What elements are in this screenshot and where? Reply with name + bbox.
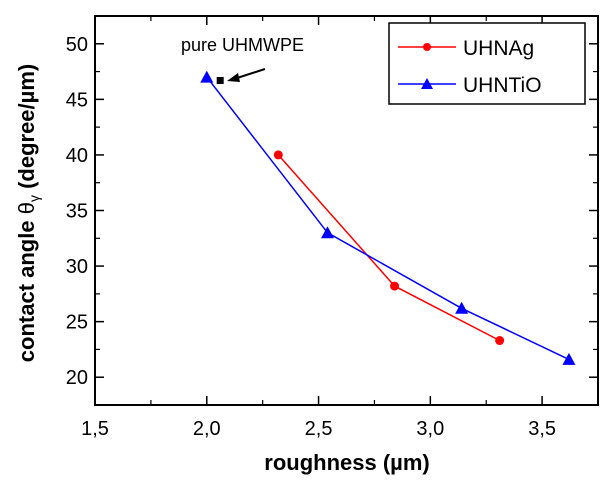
y-tick-label: 30 [66,256,88,278]
x-axis-label: roughness (µm) [264,450,429,475]
legend-box [388,22,586,105]
x-tick-label: 2,0 [193,418,221,440]
y-tick-label: 45 [66,89,88,111]
x-tick-label: 3,5 [528,418,556,440]
legend-marker-uhntio [421,78,433,89]
data-point-uhntio [320,226,334,239]
y-axis-label-subscript: γ [26,195,42,202]
y-tick-label: 25 [66,312,88,334]
legend: UHNAg UHNTiO [388,22,586,105]
x-tick-label: 1,5 [81,418,109,440]
y-axis-label-unit: (degree/µm) [14,64,39,195]
annotation-arrow-head [227,73,240,82]
data-point-pure-uhmwpe [216,76,224,84]
data-point-uhntio [200,70,214,83]
annotation: pure UHMWPE [181,35,304,82]
series-line-uhntio [206,76,570,361]
y-tick-label: 35 [66,201,88,223]
data-point-uhntio [562,352,576,365]
y-axis-label-theta: θ [14,202,39,214]
series [200,70,576,365]
legend-marker-uhnag [423,43,431,51]
annotation-label: pure UHMWPE [181,35,304,55]
data-point-uhnag [495,336,505,346]
y-tick-label: 20 [66,367,88,389]
data-point-uhnag [390,281,400,291]
ticks: 1,5 2,0 2,5 3,0 3,5 20 25 30 35 40 45 50 [66,16,598,440]
x-tick-label: 3,0 [416,418,444,440]
data-point-uhntio [455,301,469,314]
legend-label-uhnag: UHNAg [463,37,534,60]
data-point-uhnag [273,150,283,160]
x-tick-label: 2,5 [305,418,333,440]
legend-label-uhntio: UHNTiO [463,74,542,97]
y-tick-label: 50 [66,34,88,56]
y-tick-label: 40 [66,145,88,167]
annotation-arrow-line [233,68,266,80]
y-axis-label: contact angle θγ (degree/µm) [14,64,42,362]
y-axis-label-text: contact angle [14,214,39,362]
